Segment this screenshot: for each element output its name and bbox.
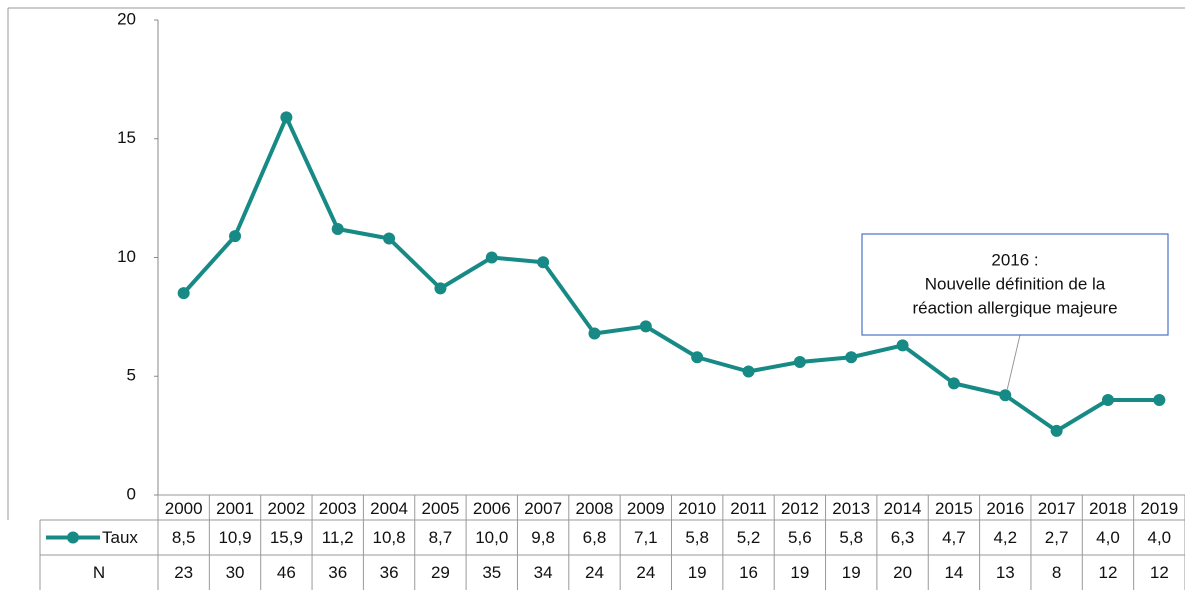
n-value: 36 <box>328 563 347 582</box>
n-value: 24 <box>585 563 604 582</box>
point <box>742 365 755 378</box>
n-value: 19 <box>688 563 707 582</box>
point <box>537 256 550 269</box>
x-tick-label: 2015 <box>935 499 973 518</box>
n-value: 12 <box>1150 563 1169 582</box>
x-tick-label: 2011 <box>730 499 767 518</box>
series-line <box>182 115 1160 433</box>
n-value: 8 <box>1052 563 1061 582</box>
point <box>845 351 858 364</box>
n-value: 19 <box>842 563 861 582</box>
x-tick-label: 2013 <box>832 499 870 518</box>
point <box>1101 394 1114 406</box>
y-tick-label: 5 <box>127 366 136 385</box>
value-label: 4,7 <box>942 528 966 547</box>
point <box>947 377 960 390</box>
point <box>1050 424 1063 437</box>
x-tick-label: 2018 <box>1089 499 1127 518</box>
value-label: 8,5 <box>172 528 196 547</box>
point <box>639 320 652 333</box>
value-label: 5,6 <box>788 528 812 547</box>
x-tick-label: 2009 <box>627 499 665 518</box>
value-label: 10,8 <box>373 528 406 547</box>
x-tick-label: 2000 <box>165 499 203 518</box>
y-tick-label: 10 <box>117 247 136 266</box>
value-label: 4,0 <box>1096 528 1120 547</box>
value-label: 4,2 <box>993 528 1017 547</box>
point <box>177 287 190 300</box>
point <box>588 327 601 340</box>
x-tick-label: 2012 <box>781 499 819 518</box>
point <box>485 251 498 264</box>
point <box>999 389 1012 402</box>
value-label: 8,7 <box>429 528 453 547</box>
x-tick-label: 2001 <box>216 499 254 518</box>
x-tick-label: 2008 <box>576 499 614 518</box>
n-value: 16 <box>739 563 758 582</box>
value-label: 5,2 <box>737 528 761 547</box>
n-value: 46 <box>277 563 296 582</box>
x-tick-label: 2005 <box>422 499 460 518</box>
point <box>383 232 396 245</box>
n-value: 14 <box>944 563 963 582</box>
point <box>793 356 806 368</box>
n-value: 20 <box>893 563 912 582</box>
x-tick-label: 2016 <box>986 499 1024 518</box>
point <box>331 223 344 235</box>
n-value: 34 <box>534 563 553 582</box>
n-value: 30 <box>226 563 245 582</box>
annotation-text: réaction allergique majeure <box>912 298 1117 317</box>
value-label: 5,8 <box>685 528 709 547</box>
n-value: 29 <box>431 563 450 582</box>
n-value: 35 <box>482 563 501 582</box>
point <box>691 351 704 364</box>
value-label: 10,9 <box>218 528 251 547</box>
annotation-pointer <box>1006 334 1021 390</box>
value-label: 15,9 <box>270 528 303 547</box>
point <box>280 111 293 124</box>
n-value: 12 <box>1099 563 1118 582</box>
point <box>229 230 242 243</box>
n-value: 36 <box>380 563 399 582</box>
y-tick-label: 0 <box>127 484 136 503</box>
x-tick-label: 2007 <box>524 499 562 518</box>
annotation-box <box>861 233 1169 336</box>
value-label: 2,7 <box>1045 528 1069 547</box>
point <box>434 282 447 295</box>
x-tick-label: 2006 <box>473 499 511 518</box>
value-label: 11,2 <box>322 528 354 547</box>
point <box>896 339 909 352</box>
n-value: 19 <box>790 563 809 582</box>
value-label: 9,8 <box>531 528 555 547</box>
point <box>1153 394 1166 406</box>
x-tick-label: 2002 <box>267 499 305 518</box>
value-label: 6,3 <box>891 528 915 547</box>
legend-label: Taux <box>102 528 138 547</box>
value-label: 5,8 <box>839 528 863 547</box>
x-tick-label: 2003 <box>319 499 357 518</box>
value-label: 10,0 <box>475 528 508 547</box>
y-tick-label: 20 <box>117 9 136 28</box>
legend-marker <box>67 531 79 544</box>
x-tick-label: 2017 <box>1038 499 1076 518</box>
value-label: 6,8 <box>583 528 607 547</box>
n-value: 24 <box>636 563 655 582</box>
value-label: 7,1 <box>634 528 658 547</box>
x-tick-label: 2019 <box>1140 499 1178 518</box>
n-value: 13 <box>996 563 1015 582</box>
y-tick-label: 15 <box>117 128 136 147</box>
n-value: 23 <box>174 563 193 582</box>
annotation-text: 2016 : <box>991 250 1038 269</box>
value-label: 4,0 <box>1148 528 1172 547</box>
x-tick-label: 2010 <box>678 499 716 518</box>
x-tick-label: 2014 <box>884 499 922 518</box>
x-tick-label: 2004 <box>370 499 408 518</box>
row-label: N <box>93 563 105 582</box>
annotation-text: Nouvelle définition de la <box>925 274 1106 293</box>
